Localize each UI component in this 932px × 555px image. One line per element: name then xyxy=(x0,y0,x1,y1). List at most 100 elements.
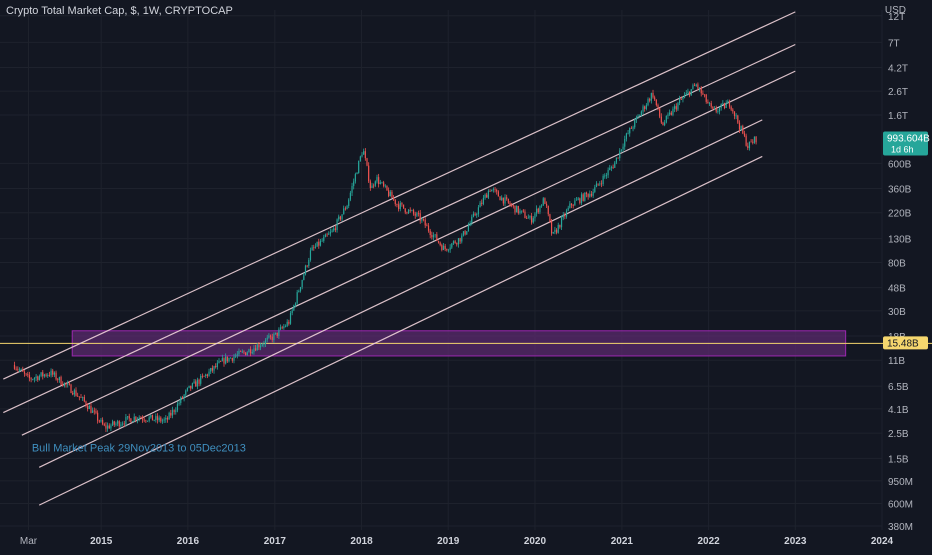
candle-body xyxy=(318,241,320,246)
candle-body xyxy=(486,194,488,198)
channel-line xyxy=(38,119,763,468)
candle-body xyxy=(151,414,154,421)
currency-label[interactable]: USD xyxy=(884,5,906,16)
candle-body xyxy=(361,154,363,157)
candle-body xyxy=(396,204,398,205)
candle-body xyxy=(599,183,601,185)
candle-body xyxy=(422,219,425,220)
annotation[interactable]: Bull Market Peak 29Nov2013 to 05Dec2013 xyxy=(32,443,246,455)
candle-body xyxy=(426,225,428,227)
candle-body xyxy=(140,417,142,419)
price-axis-label: 11B xyxy=(888,356,905,367)
candle-body xyxy=(617,157,619,159)
candle-body xyxy=(43,374,46,377)
candle-body xyxy=(660,116,662,123)
candle-body xyxy=(745,135,747,146)
candle-body xyxy=(584,192,586,201)
channel-lines[interactable] xyxy=(3,11,796,506)
candle-body xyxy=(397,204,400,209)
candle-body xyxy=(531,216,533,223)
candle-body xyxy=(524,211,526,219)
candle-body xyxy=(707,101,709,104)
candle-body xyxy=(569,203,571,208)
candle-body xyxy=(196,379,198,387)
price-axis-label: 360B xyxy=(888,184,912,195)
candle-body xyxy=(17,368,19,370)
candle-body xyxy=(529,216,531,218)
candle-body xyxy=(328,233,330,235)
candle-body xyxy=(323,237,325,241)
candle-body xyxy=(133,416,135,422)
time-axis-label: 2024 xyxy=(871,536,894,547)
candle-body xyxy=(248,349,250,353)
candle-body xyxy=(575,199,578,201)
candle-body xyxy=(341,214,343,220)
price-axis-label: 380M xyxy=(888,522,913,533)
candle-body xyxy=(338,216,340,220)
candle-body xyxy=(384,185,386,187)
candle-body xyxy=(63,382,65,386)
candle-body xyxy=(22,369,24,372)
symbol-title[interactable]: Crypto Total Market Cap, $, 1W, CRYPTOCA… xyxy=(6,5,233,17)
candle-body xyxy=(38,375,41,380)
candle-body xyxy=(550,221,553,234)
candle-body xyxy=(304,265,307,275)
candle-body xyxy=(549,214,551,222)
candle-body xyxy=(502,197,504,204)
candle-body xyxy=(542,198,544,206)
candle-body xyxy=(509,202,511,206)
candle-body xyxy=(675,106,677,110)
candle-body xyxy=(353,181,355,186)
candle-body xyxy=(283,326,285,329)
candle-body xyxy=(499,196,501,201)
candle-body xyxy=(336,219,338,231)
candle-body xyxy=(175,410,177,412)
candle-body xyxy=(481,202,483,204)
candle-body xyxy=(615,157,618,163)
candle-body xyxy=(213,366,215,371)
candle-body xyxy=(692,85,694,90)
candle-body xyxy=(261,344,263,346)
candle-body xyxy=(62,384,64,386)
candle-body xyxy=(201,375,203,377)
candle-body xyxy=(366,158,368,166)
candle-body xyxy=(181,397,184,399)
candle-body xyxy=(492,189,494,191)
candle-body xyxy=(65,382,67,385)
candle-body xyxy=(401,203,403,205)
candle-body xyxy=(577,198,579,200)
time-axis[interactable]: Mar 2015 2016 2017 2018 2019 2020 2021 2022 2023 2… xyxy=(20,536,894,547)
candle-body xyxy=(645,105,647,109)
candle-body xyxy=(609,167,611,170)
candle-body xyxy=(326,234,328,236)
candle-body xyxy=(649,99,651,101)
candle-body xyxy=(279,327,282,330)
candle-body xyxy=(695,84,697,86)
candle-body xyxy=(407,209,410,214)
candle-body xyxy=(595,183,598,188)
candle-body xyxy=(677,103,679,110)
candle-body xyxy=(208,371,210,376)
candle-body xyxy=(253,348,255,353)
candle-body xyxy=(291,310,293,314)
candle-body xyxy=(386,185,388,191)
candle-body xyxy=(406,212,408,214)
candle-body xyxy=(476,214,478,216)
candle-body xyxy=(220,361,222,362)
candle-body xyxy=(150,414,152,418)
candle-body xyxy=(494,189,496,191)
candle-body xyxy=(121,423,124,425)
candle-body xyxy=(634,119,636,128)
candle-body xyxy=(95,411,97,413)
time-axis-label: 2020 xyxy=(524,536,547,547)
candle-body xyxy=(176,403,179,411)
candle-body xyxy=(324,234,327,238)
candle-body xyxy=(417,213,420,215)
candle-body xyxy=(644,106,646,109)
price-axis[interactable]: 12T 7T 4.2T 2.6T 1.6T 600B 360B 220B 130B 80B 48B 3… xyxy=(888,12,913,533)
candle-body xyxy=(717,111,719,113)
candle-body xyxy=(682,97,684,100)
candle-body xyxy=(246,352,248,356)
